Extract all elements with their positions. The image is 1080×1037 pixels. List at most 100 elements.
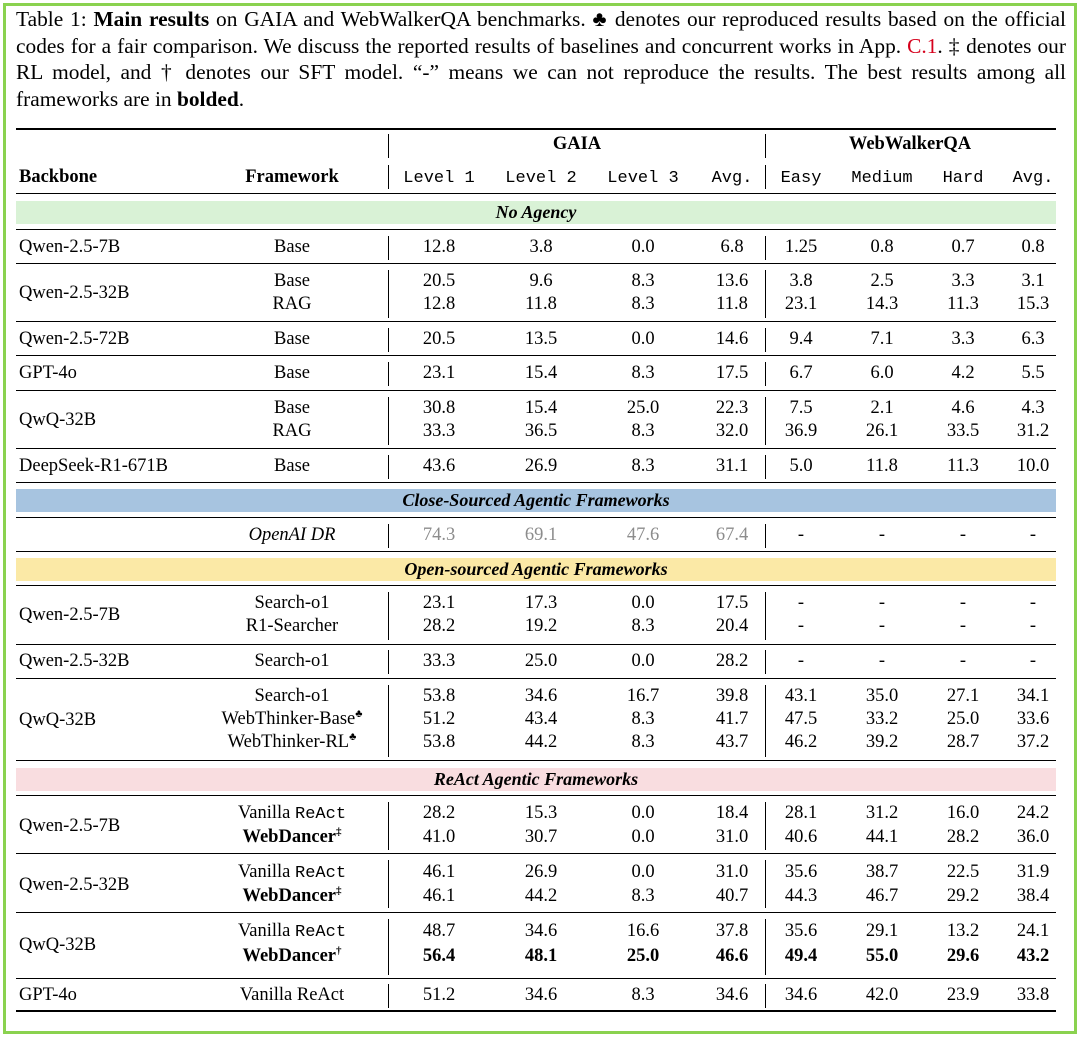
- column-separator: [765, 919, 766, 975]
- value-cell: 38.4: [1016, 886, 1050, 906]
- column-header: Level 1: [403, 169, 475, 188]
- framework-label: WebThinker-RL♣: [228, 731, 357, 754]
- value-cell: 44.3: [784, 886, 818, 906]
- backbone-label: Qwen-2.5-7B: [19, 605, 121, 625]
- value-cell: 51.2: [422, 985, 456, 1005]
- bottom-rule: [16, 1010, 1056, 1012]
- column-header-backbone: Backbone: [19, 167, 98, 187]
- section-rule: [16, 229, 1056, 230]
- framework-label: Search-o1: [254, 651, 330, 671]
- framework-name: WebDancer: [242, 946, 337, 966]
- framework-label: Search-o1: [254, 686, 330, 706]
- value-cell: 28.2: [946, 827, 980, 847]
- column-separator: [388, 802, 389, 850]
- value-cell: 26.9: [524, 862, 558, 882]
- value-cell: 34.6: [524, 686, 558, 706]
- column-separator: [765, 134, 766, 158]
- row-rule: [16, 678, 1056, 679]
- backbone-label: GPT-4o: [19, 985, 77, 1005]
- framework-name: WebDancer: [242, 886, 337, 906]
- appendix-reference-link[interactable]: C.1: [907, 33, 938, 58]
- value-cell: 44.2: [524, 886, 558, 906]
- value-cell: -: [797, 616, 805, 636]
- row-rule: [16, 795, 1056, 796]
- section-band-react: ReAct Agentic Frameworks: [16, 768, 1056, 791]
- table-caption: Table 1: Main results on GAIA and WebWal…: [16, 6, 1066, 112]
- value-cell: -: [797, 593, 805, 613]
- value-cell: 3.1: [1021, 271, 1045, 291]
- caption-end: .: [238, 86, 245, 111]
- value-cell: 3.8: [529, 237, 553, 257]
- value-cell: 11.3: [947, 456, 979, 476]
- framework-label: Base: [274, 398, 310, 418]
- value-cell: 43.7: [715, 732, 749, 752]
- value-cell: 34.6: [715, 985, 749, 1005]
- value-cell: 15.4: [524, 363, 558, 383]
- value-cell: 69.1: [524, 525, 558, 545]
- value-cell: 46.6: [715, 946, 749, 966]
- column-separator: [388, 328, 389, 352]
- value-cell: 13.5: [524, 329, 558, 349]
- sft-mark: †: [336, 944, 342, 957]
- framework-label: Base: [274, 237, 310, 257]
- value-cell: 26.9: [524, 456, 558, 476]
- value-cell: 6.3: [1021, 329, 1045, 349]
- value-cell: 17.5: [715, 593, 749, 613]
- value-cell: -: [959, 651, 967, 671]
- backbone-label: Qwen-2.5-72B: [19, 329, 130, 349]
- value-cell: 8.3: [631, 363, 655, 383]
- section-rule: [16, 760, 1056, 761]
- value-cell: 27.1: [946, 686, 980, 706]
- framework-name: WebDancer: [242, 827, 337, 847]
- column-header: Level 2: [505, 169, 577, 188]
- value-cell: 38.7: [865, 862, 899, 882]
- row-rule: [16, 390, 1056, 391]
- backbone-label: QwQ-32B: [19, 410, 97, 430]
- value-cell: -: [878, 525, 886, 545]
- framework-label: Vanilla ReAct: [238, 920, 346, 944]
- column-header-framework: Framework: [245, 167, 339, 187]
- value-cell: 11.8: [866, 456, 898, 476]
- value-cell: 31.2: [865, 803, 899, 823]
- value-cell: 20.4: [715, 616, 749, 636]
- rl-mark: ‡: [336, 825, 342, 838]
- value-cell: -: [797, 525, 805, 545]
- value-cell: 28.2: [422, 803, 456, 823]
- row-rule: [16, 355, 1056, 356]
- value-cell: 53.8: [422, 686, 456, 706]
- value-cell: 0.0: [631, 651, 655, 671]
- backbone-label: Qwen-2.5-32B: [19, 875, 130, 895]
- framework-label: Vanilla ReAct: [239, 985, 345, 1005]
- column-header: Easy: [780, 169, 822, 188]
- framework-label: Vanilla ReAct: [238, 802, 346, 826]
- value-cell: 47.6: [626, 525, 660, 545]
- caption-bold-title: Main results: [93, 7, 210, 31]
- column-separator: [765, 685, 766, 757]
- column-separator: [765, 397, 766, 445]
- value-cell: 0.0: [631, 593, 655, 613]
- value-cell: 13.2: [946, 921, 980, 941]
- value-cell: 46.2: [784, 732, 818, 752]
- column-separator: [388, 524, 389, 548]
- row-rule: [16, 978, 1056, 979]
- value-cell: 31.2: [1016, 421, 1050, 441]
- column-separator: [765, 270, 766, 318]
- value-cell: 4.3: [1021, 398, 1045, 418]
- value-cell: 7.5: [789, 398, 813, 418]
- framework-label: Base: [274, 363, 310, 383]
- value-cell: 2.1: [870, 398, 894, 418]
- value-cell: 34.6: [784, 985, 818, 1005]
- value-cell: 36.5: [524, 421, 558, 441]
- value-cell: 3.3: [951, 271, 975, 291]
- row-rule: [16, 912, 1056, 913]
- value-cell: 44.2: [524, 732, 558, 752]
- column-separator: [765, 328, 766, 352]
- column-separator: [388, 650, 389, 674]
- value-cell: 25.0: [524, 651, 558, 671]
- value-cell: 46.1: [422, 862, 456, 882]
- value-cell: 31.1: [715, 456, 749, 476]
- club-symbol: ♣: [592, 7, 609, 31]
- value-cell: 30.7: [524, 827, 558, 847]
- value-cell: -: [797, 651, 805, 671]
- value-cell: 34.1: [1016, 686, 1050, 706]
